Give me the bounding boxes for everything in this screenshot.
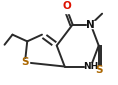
Bar (87, 21, 95, 28)
Text: O: O (63, 1, 71, 11)
Bar (63, 6, 71, 13)
Text: S: S (95, 65, 102, 75)
Bar (95, 66, 103, 74)
Bar (21, 59, 29, 66)
Text: N: N (86, 20, 95, 30)
Bar (85, 63, 96, 70)
Text: NH: NH (83, 62, 98, 71)
Text: S: S (21, 57, 29, 67)
